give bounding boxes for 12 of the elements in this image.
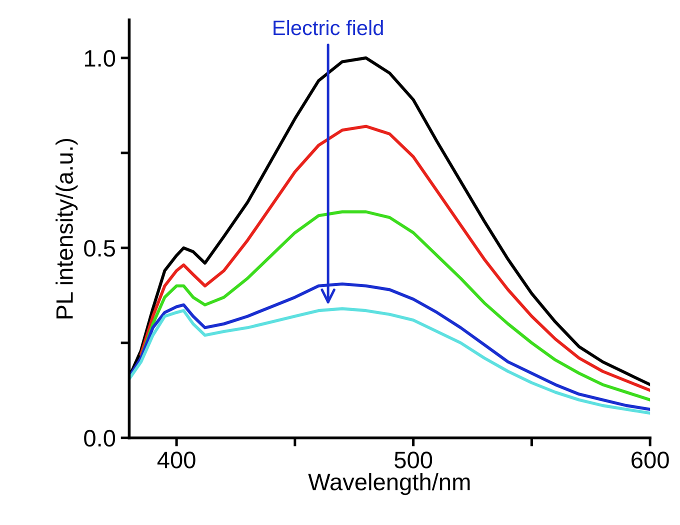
- x-tick-label: 400: [157, 452, 196, 468]
- x-axis-title: Wavelength/nm: [308, 473, 470, 496]
- y-tick-label: 1.0: [84, 50, 116, 67]
- annotation: Electric field: [274, 20, 383, 36]
- x-tick-label: 600: [632, 452, 669, 468]
- line-series: [129, 307, 650, 415]
- y-tick-label: 0.5: [84, 240, 116, 257]
- y-axis-title: PL intensity/(a.u.): [56, 138, 78, 318]
- line-series: [140, 210, 650, 402]
- line-series: [140, 124, 650, 392]
- y-tick-label: 0.0: [84, 430, 116, 447]
- x-tick-label: 500: [394, 452, 432, 468]
